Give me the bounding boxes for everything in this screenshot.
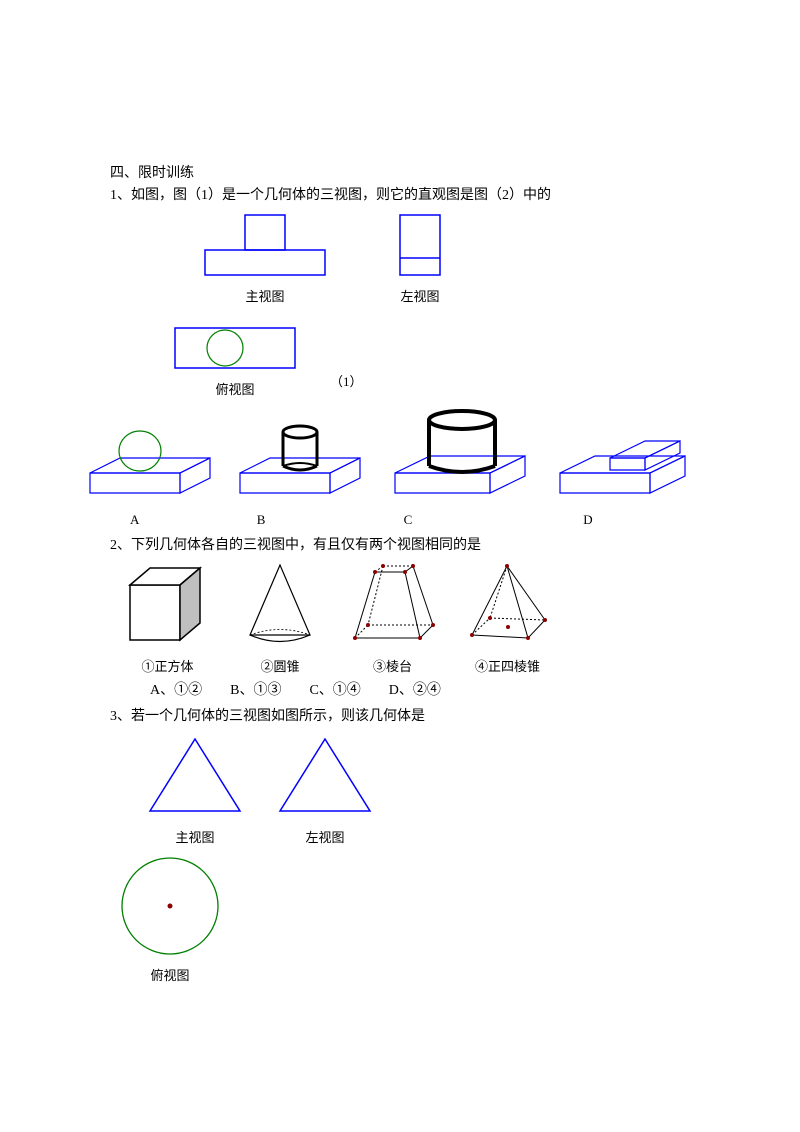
q1-option-c	[380, 408, 540, 508]
q2-label-frustum: ③棱台	[345, 656, 440, 675]
q1-side-label: 左视图	[390, 286, 450, 305]
q1-side-view: 左视图	[390, 210, 450, 305]
q2-options: A、①② B、①③ C、①④ D、②④	[150, 679, 690, 699]
q1-option-b	[230, 418, 370, 508]
q2-label-cone: ②圆锥	[235, 656, 325, 675]
section-title: 四、限时训练	[110, 162, 690, 182]
q1-optB: B	[237, 512, 364, 528]
q1-fig1-label: （1）	[330, 371, 363, 398]
q1-front-view: 主视图	[200, 210, 330, 305]
q2-label-cube: ①正方体	[120, 656, 215, 675]
q3-text: 3、若一个几何体的三视图如图所示，则该几何体是	[110, 705, 690, 725]
q1-option-d	[550, 418, 700, 508]
q1-top-view: 俯视图	[170, 323, 300, 398]
q3-side-label: 左视图	[270, 827, 380, 846]
q2-frustum: ③棱台	[345, 560, 440, 675]
q2-cube: ①正方体	[120, 560, 215, 675]
q3-front-view: 主视图	[140, 731, 250, 846]
q3-top-view: 俯视图	[115, 854, 690, 984]
q3-side-view: 左视图	[270, 731, 380, 846]
q1-optC: C	[364, 512, 534, 528]
q1-top-label: 俯视图	[170, 379, 300, 398]
q3-front-label: 主视图	[140, 827, 250, 846]
q2-label-pyramid: ④正四棱锥	[460, 656, 555, 675]
q1-front-label: 主视图	[200, 286, 330, 305]
q2-text: 2、下列几何体各自的三视图中，有且仅有两个视图相同的是	[110, 534, 690, 554]
q3-top-label: 俯视图	[115, 965, 225, 984]
q2-pyramid: ④正四棱锥	[460, 560, 555, 675]
q1-option-a	[80, 418, 220, 508]
q1-text: 1、如图，图（1）是一个几何体的三视图，则它的直观图是图（2）中的	[110, 184, 690, 204]
q2-cone: ②圆锥	[235, 560, 325, 675]
q1-optA: A	[110, 512, 237, 528]
q1-optD: D	[533, 512, 690, 528]
